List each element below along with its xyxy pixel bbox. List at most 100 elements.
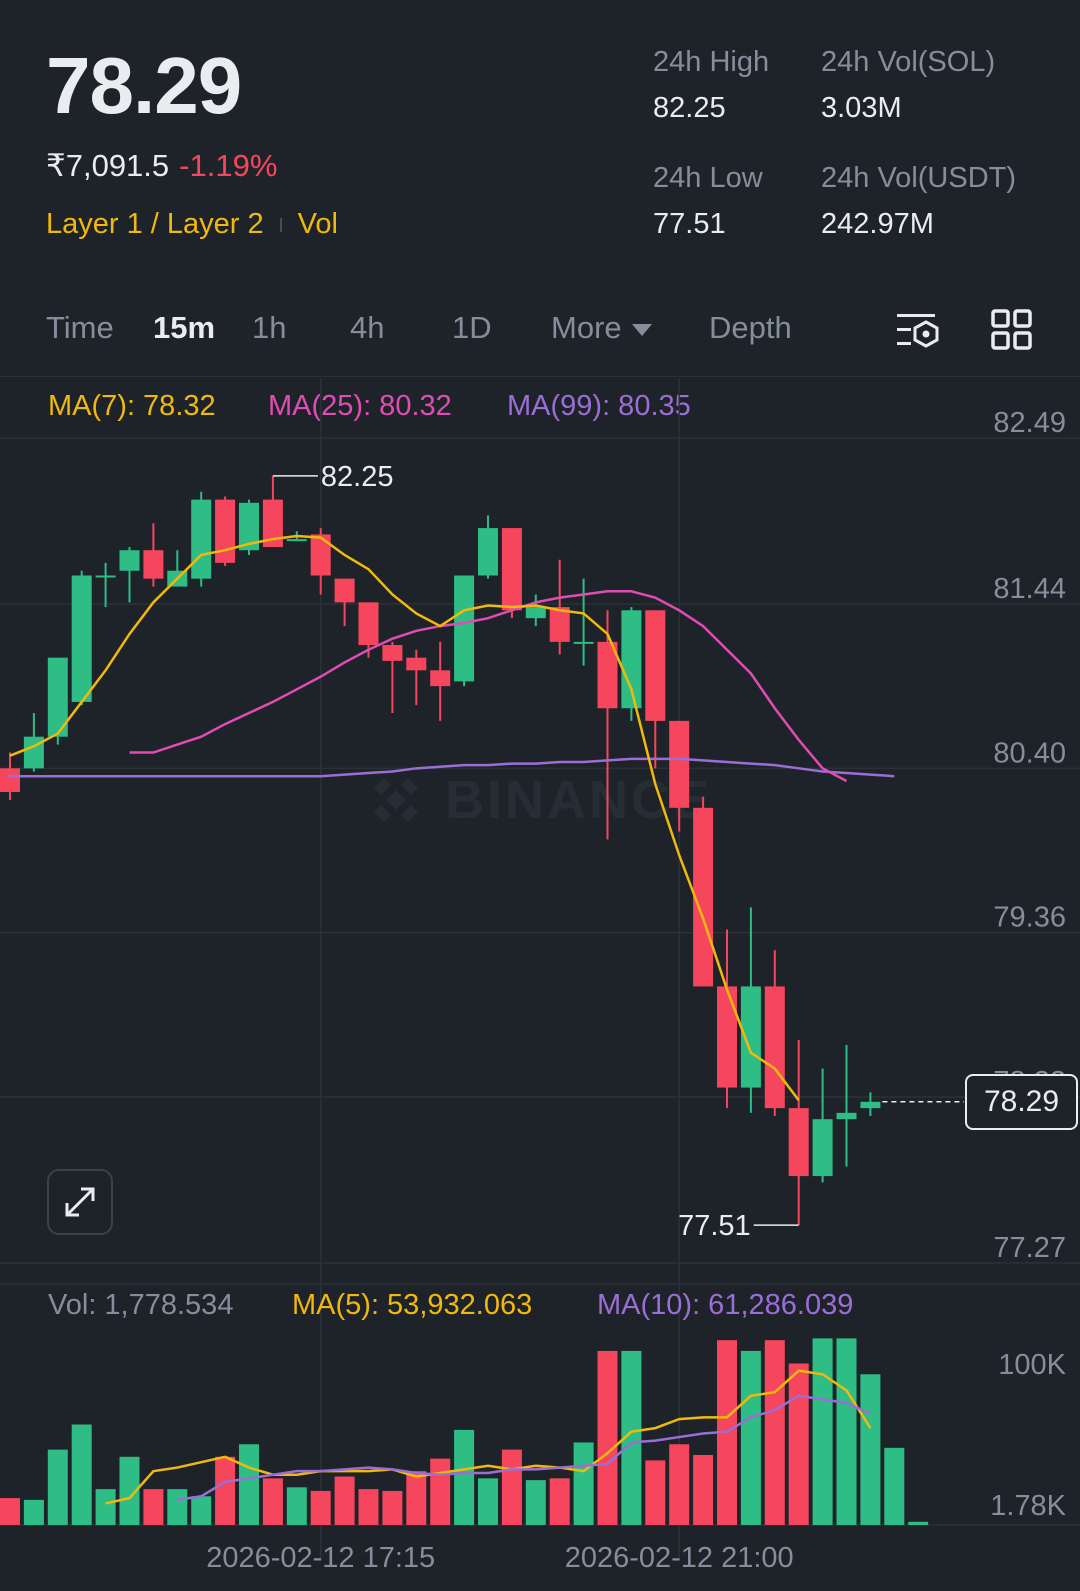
last-price-tag: 78.29 — [965, 1073, 1078, 1130]
candle-body — [740, 986, 761, 1088]
price-tick-label: 82.49 — [993, 407, 1066, 439]
volume-bar — [621, 1350, 642, 1525]
volume-bar — [836, 1338, 857, 1525]
chart-grid — [0, 378, 1080, 1560]
volume-bar — [908, 1521, 929, 1525]
tab-time[interactable]: Time — [46, 310, 114, 345]
candle-body — [525, 607, 546, 619]
candle-body — [621, 610, 642, 709]
price-tick-label: 77.27 — [993, 1232, 1066, 1264]
tag-category[interactable]: Layer 1 / Layer 2 — [46, 208, 264, 240]
candle-body — [693, 807, 714, 987]
tag-row: Layer 1 / Layer 2 Vol — [46, 208, 338, 241]
ma25-legend: MA(25): 80.32 — [268, 390, 452, 422]
tab-more[interactable]: More — [551, 310, 652, 346]
volume-bar — [740, 1350, 761, 1525]
volume-bar — [501, 1449, 522, 1525]
candle-body — [669, 720, 690, 808]
time-axis: 2026-02-12 17:15 2026-02-12 21:00 — [206, 1542, 793, 1574]
fiat-price-row: ₹7,091.5 -1.19% — [46, 148, 277, 184]
tab-15m[interactable]: 15m — [153, 310, 216, 345]
candles — [0, 475, 881, 1226]
candle-body — [143, 550, 164, 579]
interval-tabs: Time 15m 1h 4h 1D More Depth — [0, 296, 1080, 368]
expand-icon — [65, 1187, 95, 1217]
stat-low-label: 24h Low — [653, 162, 763, 194]
volume-legend: Vol: 1,778.534 — [48, 1289, 234, 1321]
volume-bar — [645, 1460, 666, 1525]
high-low-markers: 82.25 77.51 — [272, 461, 799, 1242]
candle-body — [645, 610, 666, 721]
volume-bar — [167, 1489, 188, 1525]
volume-bar — [0, 1498, 20, 1525]
stat-high-value: 82.25 — [653, 92, 726, 124]
candle-body — [501, 528, 522, 611]
stat-vol-usdt-label: 24h Vol(USDT) — [821, 162, 1017, 194]
volume-bar — [597, 1350, 618, 1525]
ma7-line — [9, 534, 800, 1101]
candle-body — [71, 575, 92, 702]
ma25-line — [129, 590, 848, 783]
tab-4h[interactable]: 4h — [350, 310, 385, 345]
volume-bar — [119, 1456, 140, 1525]
tab-more-label: More — [551, 310, 622, 345]
low-marker-label: 77.51 — [678, 1210, 751, 1242]
candle-body — [382, 645, 403, 661]
stat-vol-sol-value: 3.03M — [821, 92, 902, 124]
stat-vol-usdt-value: 242.97M — [821, 208, 934, 240]
volume-bar — [430, 1458, 451, 1525]
tab-depth[interactable]: Depth — [709, 310, 792, 345]
volume-tick-label: 1.78K — [990, 1490, 1066, 1522]
grid-layout-icon[interactable] — [990, 308, 1034, 352]
volume-bar — [693, 1455, 714, 1525]
price-tick-label: 81.44 — [993, 573, 1066, 605]
volume-bar — [310, 1490, 331, 1525]
volume-bar — [573, 1442, 594, 1525]
candle-body — [262, 499, 283, 548]
candle-body — [788, 1108, 809, 1177]
candle-body — [454, 575, 475, 682]
candle-body — [310, 534, 331, 576]
volume-bar — [525, 1480, 546, 1525]
last-price: 78.29 — [46, 41, 242, 130]
candle-body — [597, 641, 618, 709]
volume-bar — [239, 1444, 259, 1525]
candle-body — [717, 986, 737, 1088]
volume-bar — [454, 1429, 475, 1525]
volume-bar — [884, 1447, 905, 1525]
candle-body — [764, 986, 785, 1109]
volume-ma5-legend: MA(5): 53,932.063 — [292, 1289, 533, 1321]
candle-body — [191, 499, 212, 579]
volume-ma5-line — [105, 1369, 872, 1505]
candle-body — [95, 575, 116, 578]
chart-settings-icon[interactable] — [895, 308, 941, 352]
price-change-percent: -1.19% — [179, 148, 278, 183]
candle-body — [215, 499, 236, 563]
stat-vol-sol-label: 24h Vol(SOL) — [821, 46, 996, 78]
volume-bar — [95, 1489, 116, 1525]
ma7-legend: MA(7): 78.32 — [48, 390, 216, 422]
time-axis-label: 2026-02-12 21:00 — [565, 1542, 794, 1574]
tab-1h[interactable]: 1h — [252, 310, 287, 345]
volume-bar — [71, 1424, 92, 1525]
volume-bar — [788, 1363, 809, 1525]
tab-1d[interactable]: 1D — [452, 310, 492, 345]
volume-bar — [286, 1487, 307, 1525]
binance-logo-icon: BINANCE — [374, 770, 709, 830]
volume-bar — [382, 1490, 403, 1525]
candle-body — [286, 539, 307, 542]
time-axis-label: 2026-02-12 17:15 — [206, 1542, 435, 1574]
volume-bar — [860, 1374, 881, 1525]
candle-body — [0, 768, 20, 793]
expand-button[interactable] — [47, 1169, 113, 1235]
candle-body — [812, 1119, 833, 1177]
candle-body — [478, 528, 498, 576]
tabs-divider — [0, 376, 1080, 377]
volume-bar — [549, 1478, 570, 1525]
high-marker-label: 82.25 — [321, 461, 394, 493]
candle-body — [430, 670, 451, 687]
candle-body — [47, 657, 68, 737]
tag-vol[interactable]: Vol — [297, 208, 338, 240]
